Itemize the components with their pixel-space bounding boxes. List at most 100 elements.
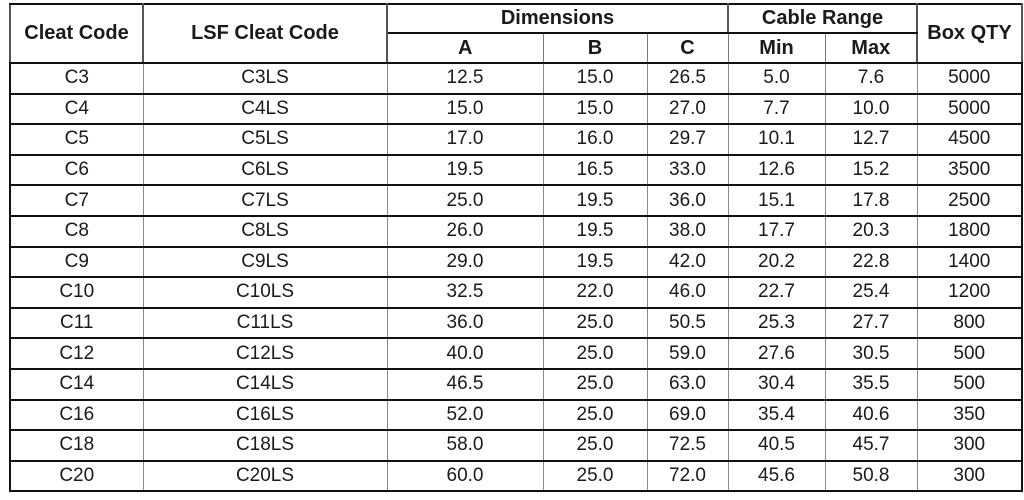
cell-cleat-code: C7 (9, 184, 144, 217)
cell-box-qty: 1200 (916, 276, 1023, 309)
cell-max: 12.7 (824, 123, 918, 156)
cell-cleat-code: C16 (9, 398, 144, 432)
cell-cleat-code: C14 (9, 367, 144, 401)
cell-max: 27.7 (824, 306, 918, 340)
cell-a: 36.0 (386, 306, 544, 340)
cell-max: 30.5 (824, 337, 918, 370)
cell-b: 19.5 (542, 184, 648, 217)
table-row: C5 C5LS 17.0 16.0 29.7 10.1 12.7 4500 (9, 123, 1023, 156)
cell-c: 63.0 (646, 367, 729, 401)
table-row: C9 C9LS 29.0 19.5 42.0 20.2 22.8 1400 (9, 245, 1023, 279)
cell-max: 7.6 (824, 62, 918, 95)
cell-b: 25.0 (542, 367, 648, 401)
cell-a: 17.0 (386, 123, 544, 156)
cell-box-qty: 500 (916, 337, 1023, 370)
table-row: C6 C6LS 19.5 16.5 33.0 12.6 15.2 3500 (9, 153, 1023, 187)
cell-box-qty: 2500 (916, 184, 1023, 217)
table-row: C20 C20LS 60.0 25.0 72.0 45.6 50.8 300 (9, 459, 1023, 493)
cell-c: 33.0 (646, 153, 729, 187)
cell-cleat-code: C10 (9, 276, 144, 309)
cell-min: 40.5 (727, 429, 826, 462)
cell-b: 16.0 (542, 123, 648, 156)
cell-max: 20.3 (824, 214, 918, 248)
cell-lsf-cleat-code: C6LS (142, 153, 388, 187)
header-box-qty: Box QTY (916, 3, 1023, 64)
cell-b: 25.0 (542, 306, 648, 340)
cell-c: 36.0 (646, 184, 729, 217)
cell-a: 32.5 (386, 276, 544, 309)
cell-c: 29.7 (646, 123, 729, 156)
cell-box-qty: 3500 (916, 153, 1023, 187)
cell-max: 22.8 (824, 245, 918, 279)
cell-a: 46.5 (386, 367, 544, 401)
table-row: C4 C4LS 15.0 15.0 27.0 7.7 10.0 5000 (9, 92, 1023, 126)
cell-a: 12.5 (386, 62, 544, 95)
cell-c: 59.0 (646, 337, 729, 370)
table-body: C3 C3LS 12.5 15.0 26.5 5.0 7.6 5000 C4 C4LS 15.0 15… (9, 62, 1023, 493)
header-cable-range-group: Cable Range (727, 3, 918, 34)
cell-box-qty: 300 (916, 459, 1023, 493)
cell-lsf-cleat-code: C20LS (142, 459, 388, 493)
cell-lsf-cleat-code: C11LS (142, 306, 388, 340)
cell-lsf-cleat-code: C14LS (142, 367, 388, 401)
cell-box-qty: 5000 (916, 92, 1023, 126)
header-row-sub: A B C Min Max (10, 32, 1022, 64)
cell-cleat-code: C4 (9, 92, 144, 126)
table-row: C11 C11LS 36.0 25.0 50.5 25.3 27.7 800 (9, 306, 1023, 340)
cell-cleat-code: C18 (9, 429, 144, 462)
cell-box-qty: 1800 (916, 214, 1023, 248)
cell-b: 19.5 (542, 214, 648, 248)
table-row: C10 C10LS 32.5 22.0 46.0 22.7 25.4 1200 (9, 276, 1023, 309)
cell-a: 26.0 (386, 214, 544, 248)
table-header: Cleat Code LSF Cleat Code Dimensions Cab… (9, 3, 1023, 64)
header-dim-a: A (386, 32, 544, 64)
cell-a: 15.0 (386, 92, 544, 126)
cell-b: 25.0 (542, 337, 648, 370)
cell-a: 52.0 (386, 398, 544, 432)
table-row: C12 C12LS 40.0 25.0 59.0 27.6 30.5 500 (9, 337, 1023, 370)
cell-lsf-cleat-code: C10LS (142, 276, 388, 309)
cell-a: 60.0 (386, 459, 544, 493)
cell-box-qty: 300 (916, 429, 1023, 462)
cell-c: 26.5 (646, 62, 729, 95)
cell-max: 15.2 (824, 153, 918, 187)
cell-c: 38.0 (646, 214, 729, 248)
cell-box-qty: 1400 (916, 245, 1023, 279)
cell-cleat-code: C12 (9, 337, 144, 370)
cell-min: 12.6 (727, 153, 826, 187)
cell-cleat-code: C3 (9, 62, 144, 95)
cell-c: 69.0 (646, 398, 729, 432)
cell-min: 17.7 (727, 214, 826, 248)
cell-c: 27.0 (646, 92, 729, 126)
cell-a: 40.0 (386, 337, 544, 370)
cell-lsf-cleat-code: C9LS (142, 245, 388, 279)
header-cleat-code: Cleat Code (9, 3, 144, 64)
cell-box-qty: 350 (916, 398, 1023, 432)
table-row: C3 C3LS 12.5 15.0 26.5 5.0 7.6 5000 (9, 62, 1023, 95)
cell-max: 40.6 (824, 398, 918, 432)
cell-box-qty: 5000 (916, 62, 1023, 95)
cell-lsf-cleat-code: C16LS (142, 398, 388, 432)
header-min: Min (727, 32, 826, 64)
cell-max: 25.4 (824, 276, 918, 309)
cell-min: 27.6 (727, 337, 826, 370)
cell-max: 17.8 (824, 184, 918, 217)
cell-box-qty: 800 (916, 306, 1023, 340)
cell-box-qty: 500 (916, 367, 1023, 401)
cell-lsf-cleat-code: C5LS (142, 123, 388, 156)
cell-b: 25.0 (542, 459, 648, 493)
header-lsf-cleat-code: LSF Cleat Code (142, 3, 388, 64)
cell-cleat-code: C20 (9, 459, 144, 493)
cell-min: 22.7 (727, 276, 826, 309)
cell-c: 50.5 (646, 306, 729, 340)
cell-c: 72.5 (646, 429, 729, 462)
cell-max: 50.8 (824, 459, 918, 493)
cell-c: 42.0 (646, 245, 729, 279)
cell-min: 25.3 (727, 306, 826, 340)
cell-max: 45.7 (824, 429, 918, 462)
cell-b: 22.0 (542, 276, 648, 309)
cell-min: 20.2 (727, 245, 826, 279)
cell-min: 15.1 (727, 184, 826, 217)
table-row: C16 C16LS 52.0 25.0 69.0 35.4 40.6 350 (9, 398, 1023, 432)
cell-cleat-code: C5 (9, 123, 144, 156)
